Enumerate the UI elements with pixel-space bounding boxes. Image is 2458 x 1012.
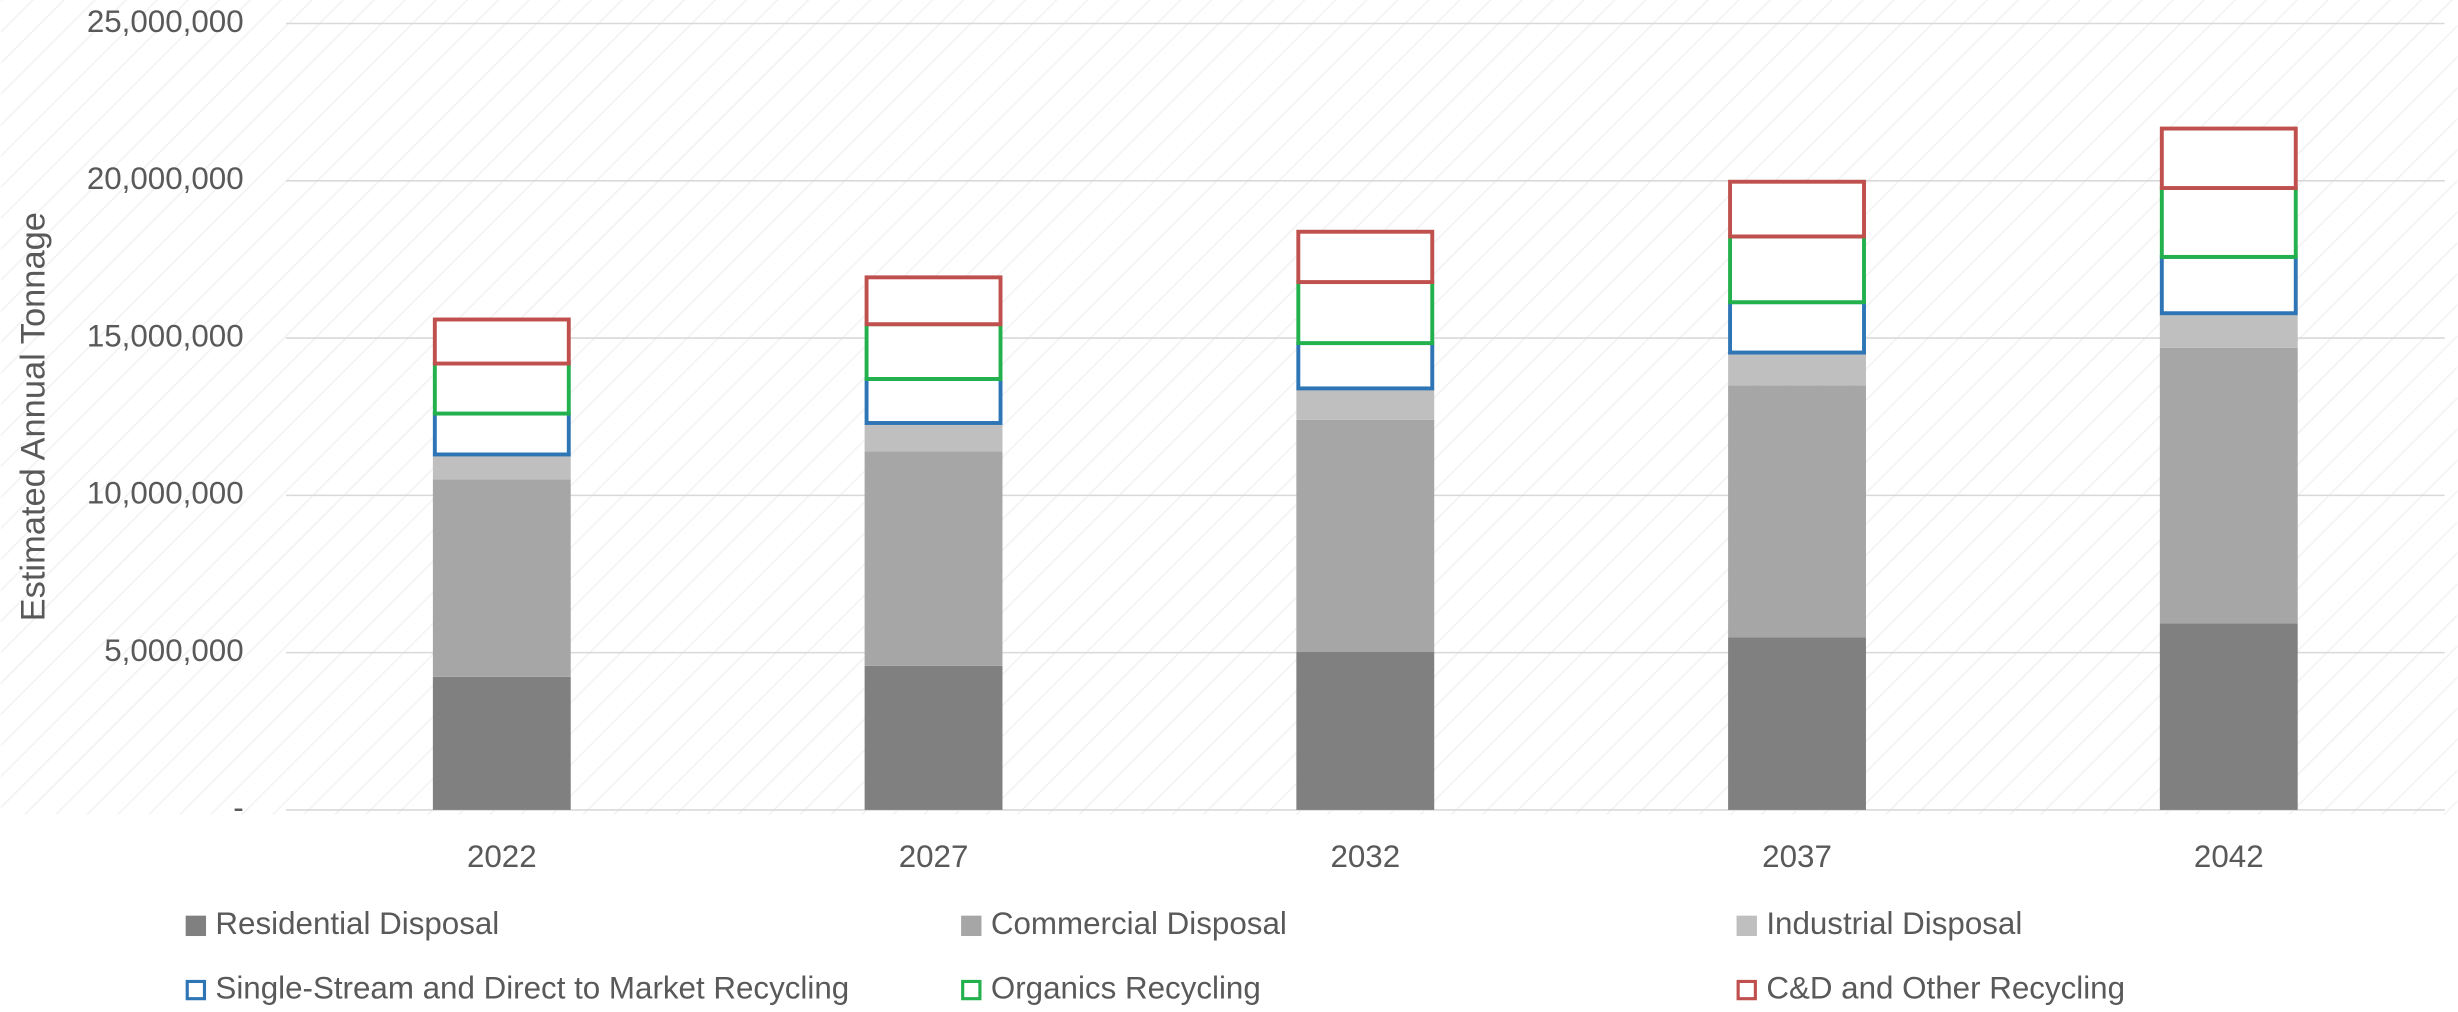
legend-marker — [1736, 915, 1757, 937]
bar-segment — [2159, 313, 2298, 348]
legend-label: Industrial Disposal — [1766, 906, 2022, 941]
bar-segment — [1728, 385, 1866, 638]
legend-label: Single-Stream and Direct to Market Recyc… — [215, 970, 849, 1005]
bar-segment — [1728, 300, 1866, 355]
legend-marker — [961, 915, 982, 937]
legend-label: C&D and Other Recycling — [1766, 970, 2125, 1005]
legend-label: Residential Disposal — [215, 906, 499, 941]
x-tick-label: 2022 — [467, 839, 537, 874]
legend-label: Commercial Disposal — [991, 906, 1287, 941]
y-tick-label: - — [233, 790, 243, 825]
bar-segment — [2159, 623, 2298, 810]
x-tick-label: 2037 — [1762, 839, 1832, 874]
bar-segment — [2159, 254, 2298, 316]
bar-segment — [1728, 352, 1866, 386]
bar-segment — [1296, 229, 1435, 285]
bar-segment — [864, 275, 1003, 327]
bar-segment — [1728, 637, 1866, 810]
y-axis-title: Estimated Annual Tonnage — [14, 212, 52, 621]
legend-marker — [1736, 979, 1757, 1001]
bar-segment — [2159, 347, 2298, 624]
bar-segment — [432, 454, 571, 480]
bar-segment — [432, 479, 571, 677]
bar-segment — [864, 422, 1003, 452]
y-tick-label: 25,000,000 — [87, 4, 244, 39]
bar-segment — [1296, 341, 1435, 391]
y-tick-label: 5,000,000 — [104, 633, 243, 668]
bar-segment — [864, 665, 1003, 810]
x-tick-label: 2042 — [2194, 839, 2264, 874]
legend-marker — [185, 979, 207, 1001]
bar-segment — [1296, 280, 1435, 346]
bar-segment — [432, 411, 571, 457]
x-tick-label: 2027 — [899, 839, 969, 874]
bar-segment — [1296, 388, 1435, 420]
legend-label: Organics Recycling — [991, 970, 1261, 1005]
bar-segment — [864, 451, 1003, 666]
bar-segment — [1728, 179, 1866, 239]
bar-segment — [432, 361, 571, 416]
bar-segment — [1728, 234, 1866, 305]
bar-segment — [1296, 419, 1435, 652]
background-pattern — [0, 0, 2458, 815]
bar-segment — [432, 676, 571, 810]
bar-segment — [2159, 126, 2298, 190]
bar-segment — [864, 376, 1003, 425]
bar-segment — [1296, 651, 1435, 810]
legend-marker — [961, 979, 982, 1001]
y-tick-label: 15,000,000 — [87, 318, 244, 353]
x-tick-label: 2032 — [1330, 839, 1400, 874]
y-tick-label: 20,000,000 — [87, 161, 244, 196]
bar-segment — [864, 322, 1003, 381]
legend-marker — [185, 915, 207, 937]
bar-segment — [2159, 186, 2298, 259]
bar-segment — [432, 317, 571, 366]
y-tick-label: 10,000,000 — [87, 476, 244, 511]
